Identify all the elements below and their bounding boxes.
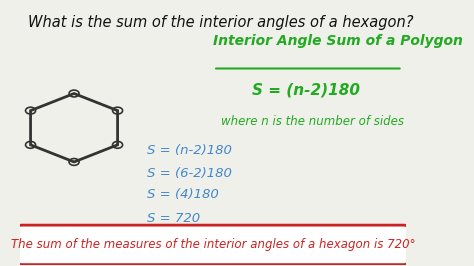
Text: S = (n-2)180: S = (n-2)180 (252, 83, 360, 98)
Text: where n is the number of sides: where n is the number of sides (221, 115, 404, 128)
Text: Interior Angle Sum of a Polygon: Interior Angle Sum of a Polygon (213, 34, 463, 48)
Text: What is the sum of the interior angles of a hexagon?: What is the sum of the interior angles o… (27, 15, 413, 30)
Text: S = 720: S = 720 (147, 212, 201, 225)
Text: S = (4)180: S = (4)180 (147, 188, 219, 201)
Text: The sum of the measures of the interior angles of a hexagon is 720°: The sum of the measures of the interior … (11, 238, 415, 251)
FancyBboxPatch shape (18, 225, 408, 265)
Text: S = (6-2)180: S = (6-2)180 (147, 167, 232, 180)
Text: S = (n-2)180: S = (n-2)180 (147, 144, 232, 156)
